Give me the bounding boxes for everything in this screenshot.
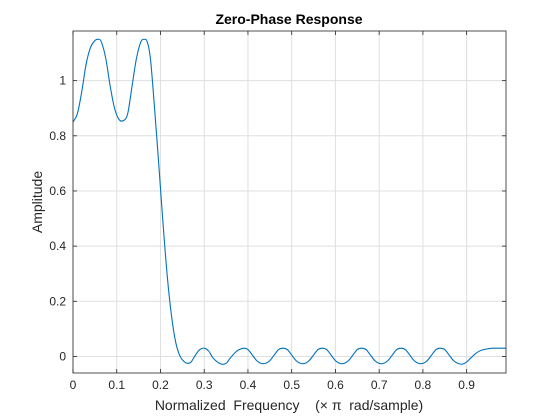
- grid: [72, 31, 506, 373]
- chart-title: Zero-Phase Response: [215, 11, 362, 27]
- y-tick-label: 0.8: [49, 129, 66, 143]
- x-tick-label: 0.7: [371, 378, 388, 392]
- x-tick-label: 0.5: [283, 378, 300, 392]
- x-axis-label: Normalized Frequency (× π rad/sample): [155, 397, 423, 413]
- x-tick-label: 0.3: [196, 378, 213, 392]
- x-axis-ticks: 0 0.1 0.2 0.3 0.4 0.5 0.6 0.7 0.8 0.9: [70, 31, 475, 392]
- x-tick-label: 0.9: [458, 378, 475, 392]
- y-tick-label: 0.4: [49, 239, 66, 253]
- x-tick-label: 0.2: [152, 378, 169, 392]
- series-layer: [72, 38, 506, 365]
- y-tick-label: 0: [59, 349, 66, 363]
- plot-area: [73, 31, 506, 373]
- x-tick-label: 0.6: [327, 378, 344, 392]
- plot-border: [72, 30, 507, 374]
- y-axis-label: Amplitude: [29, 171, 45, 233]
- y-tick-label: 0.2: [49, 294, 66, 308]
- y-axis-ticks: 0 0.2 0.4 0.6 0.8 1: [49, 74, 506, 363]
- x-tick-label: 0.1: [108, 378, 125, 392]
- x-tick-label: 0.4: [240, 378, 257, 392]
- y-tick-label: 0.6: [49, 184, 66, 198]
- y-tick-label: 1: [59, 74, 66, 88]
- series-line: [72, 38, 506, 365]
- x-tick-label: 0.8: [415, 378, 432, 392]
- x-tick-label: 0: [70, 378, 77, 392]
